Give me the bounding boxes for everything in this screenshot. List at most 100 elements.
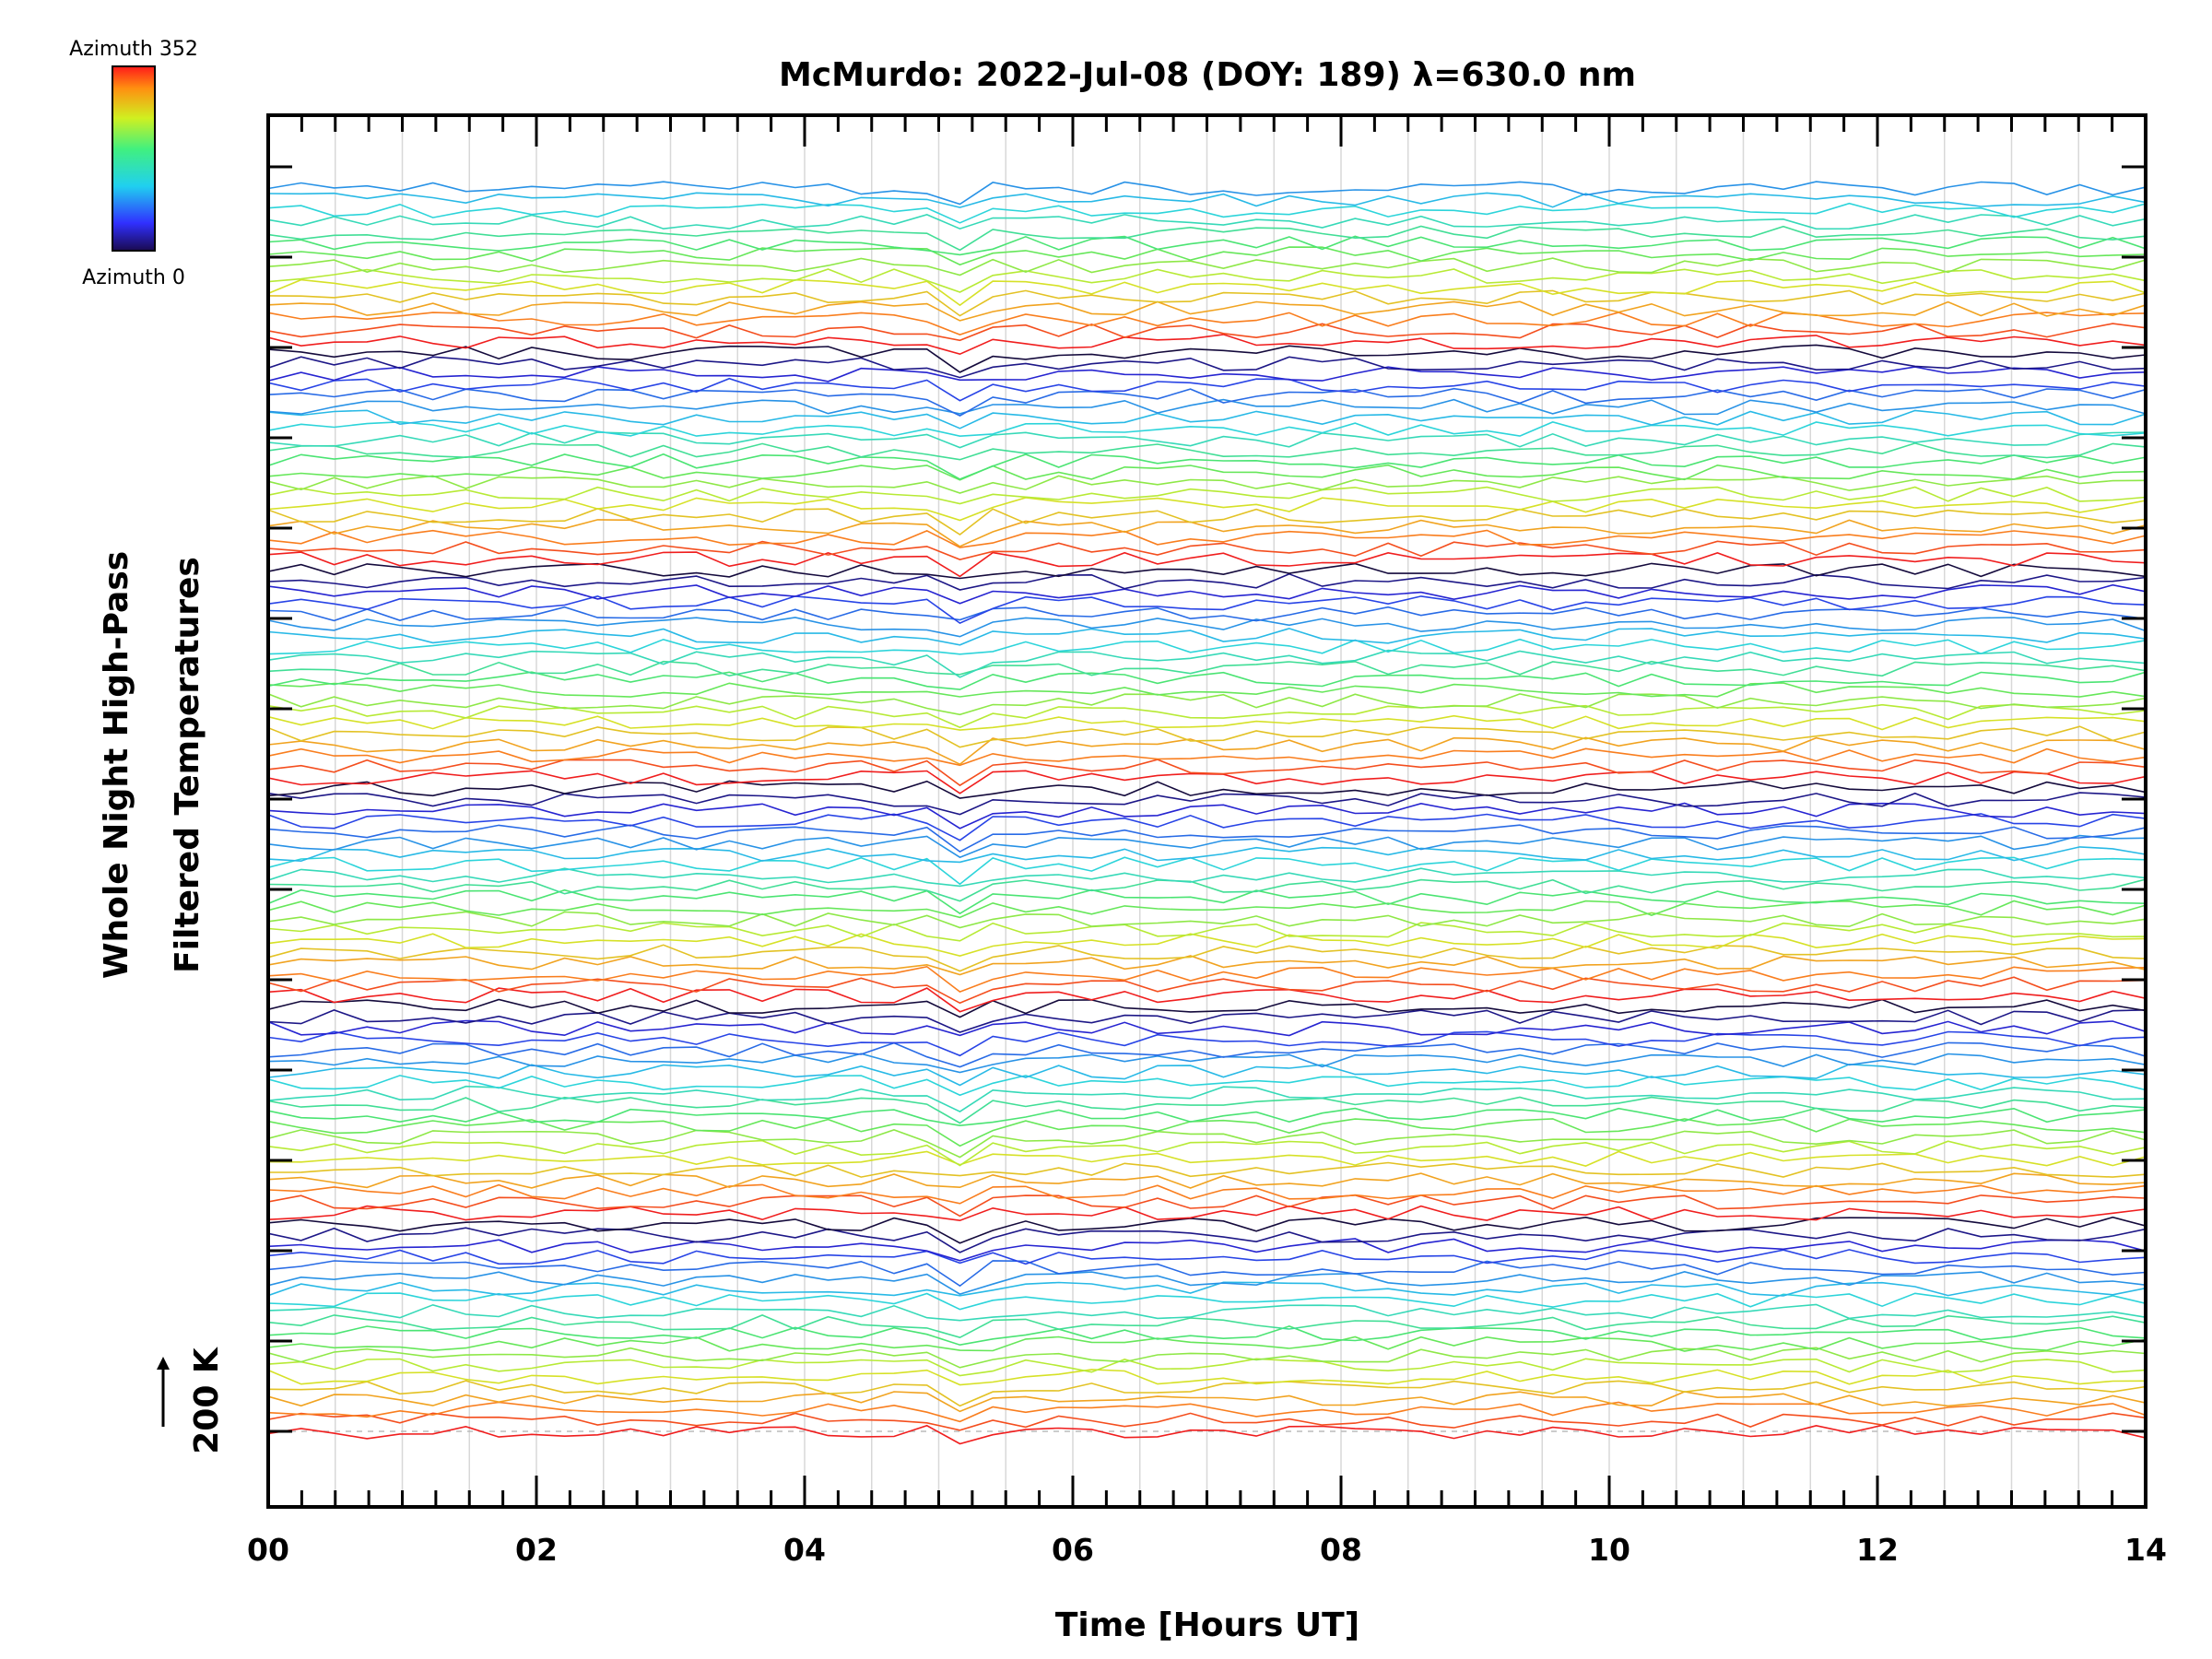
series-line [268, 736, 2146, 766]
series-line [268, 192, 2146, 208]
series-line [268, 475, 2146, 494]
series-line [268, 497, 2146, 522]
colorbar [112, 65, 156, 252]
series-line [268, 1260, 2146, 1288]
series-line [268, 987, 2146, 1013]
series-line [268, 888, 2146, 915]
series-line [268, 225, 2146, 252]
chart-title: McMurdo: 2022-Jul-08 (DOY: 189) λ=630.0 … [779, 56, 1636, 94]
series-line [268, 703, 2146, 729]
series-line [268, 802, 2146, 830]
series-line [268, 1227, 2146, 1253]
series-line [268, 813, 2146, 841]
series-line [268, 824, 2146, 853]
x-tick-label: 06 [1052, 1532, 1094, 1568]
x-tick-label: 02 [515, 1532, 558, 1568]
series-line [268, 682, 2146, 698]
series-group [268, 181, 2146, 1445]
series-line [268, 202, 2146, 224]
x-tick-label: 04 [783, 1532, 826, 1568]
series-line [268, 976, 2146, 1005]
series-line [268, 780, 2146, 799]
series-line [268, 922, 2146, 942]
x-tick-label: 08 [1320, 1532, 1362, 1568]
series-line [268, 519, 2146, 547]
series-line [268, 628, 2146, 646]
x-tick-label: 12 [1856, 1532, 1899, 1568]
series-line [268, 344, 2146, 373]
series-line [268, 1085, 2146, 1113]
series-line [268, 257, 2146, 276]
x-tick-label: 00 [247, 1532, 289, 1568]
series-line [268, 1118, 2146, 1147]
series-line [268, 420, 2146, 438]
series-line [268, 1249, 2146, 1265]
series-line [268, 846, 2146, 864]
scale-label: 200 K [188, 1347, 226, 1454]
x-tick-label: 14 [2124, 1532, 2167, 1568]
series-line [268, 867, 2146, 888]
y-axis-label-line2: Filtered Temperatures [169, 557, 206, 973]
series-line [268, 606, 2146, 622]
series-line [268, 933, 2146, 958]
series-line [268, 594, 2146, 625]
series-line [268, 638, 2146, 655]
series-line [268, 214, 2146, 230]
series-line [268, 278, 2146, 307]
series-line [268, 312, 2146, 335]
series-line [268, 540, 2146, 560]
series-line [268, 944, 2146, 972]
series-line [268, 1369, 2146, 1386]
series-line [268, 289, 2146, 317]
series-line [268, 1325, 2146, 1347]
series-line [268, 1335, 2146, 1352]
series-line [268, 409, 2146, 429]
series-line [268, 965, 2146, 994]
series-line [268, 431, 2146, 449]
series-line [268, 1216, 2146, 1244]
series-line [268, 878, 2146, 902]
series-line [268, 1063, 2146, 1087]
series-line [268, 747, 2146, 767]
series-line [268, 356, 2146, 379]
series-line [268, 955, 2146, 976]
series-line [268, 834, 2146, 859]
series-line [268, 1391, 2146, 1413]
series-line [268, 660, 2146, 677]
series-line [268, 181, 2146, 206]
series-line [268, 508, 2146, 535]
series-line [268, 725, 2146, 748]
series-line [268, 235, 2146, 256]
series-line [268, 1401, 2146, 1423]
series-line [268, 1172, 2146, 1189]
series-line [268, 1292, 2146, 1311]
series-line [268, 1075, 2146, 1097]
y-axis-label-line1: Whole Night High-Pass [98, 551, 135, 979]
series-line [268, 792, 2146, 816]
series-line [268, 1019, 2146, 1037]
series-line [268, 398, 2146, 416]
series-line [268, 268, 2146, 293]
series-line [268, 1161, 2146, 1178]
series-line [268, 671, 2146, 690]
series-line [268, 856, 2146, 886]
series-line [268, 1347, 2146, 1369]
series-line [268, 1150, 2146, 1167]
series-line [268, 551, 2146, 578]
series-line [268, 323, 2146, 342]
series-line [268, 1139, 2146, 1167]
series-line [268, 1358, 2146, 1377]
series-line [268, 1424, 2146, 1445]
series-line [268, 300, 2146, 322]
series-line [268, 1129, 2146, 1159]
series-line [268, 693, 2146, 716]
scale-indicator: 200 K [157, 1347, 226, 1454]
series-line [268, 1030, 2146, 1057]
series-line [268, 583, 2146, 605]
series-line [268, 649, 2146, 678]
series-line [268, 1380, 2146, 1407]
colorbar-bottom-label: Azimuth 0 [82, 266, 185, 289]
series-line [268, 759, 2146, 787]
axes: 00 02 04 06 08 10 12 14 [247, 113, 2167, 1568]
